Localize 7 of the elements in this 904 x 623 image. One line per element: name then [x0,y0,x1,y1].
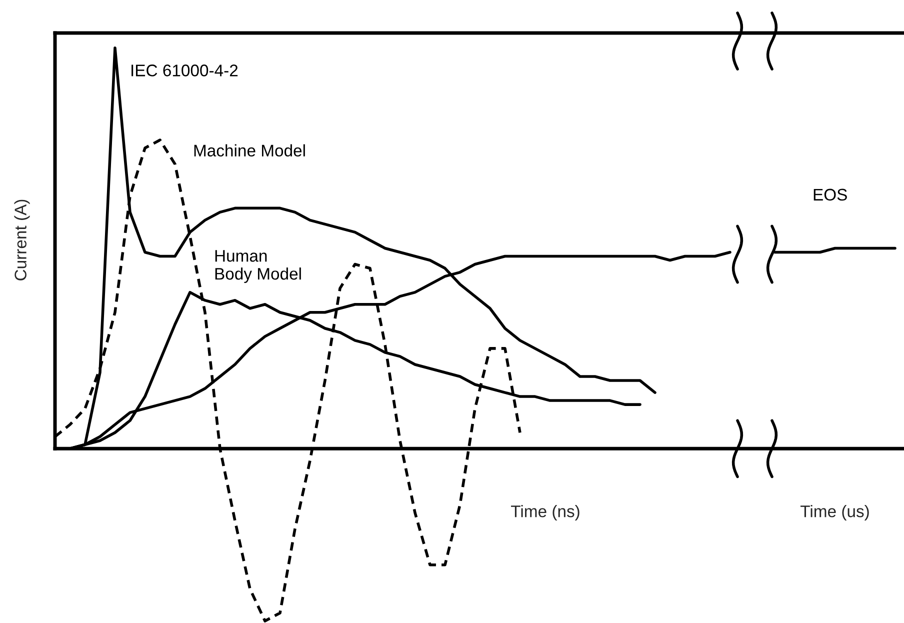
x-axis-title: Time (ns) [511,505,580,521]
series-label: IEC 61000-4-2 [132,64,238,76]
text: EOS [814,188,847,201]
series-label: Machine Model [194,144,305,157]
annotation: Time (us) [800,505,869,521]
series-label: Human Body Model [215,250,301,284]
y-axis-title: Current (A) [14,200,30,280]
